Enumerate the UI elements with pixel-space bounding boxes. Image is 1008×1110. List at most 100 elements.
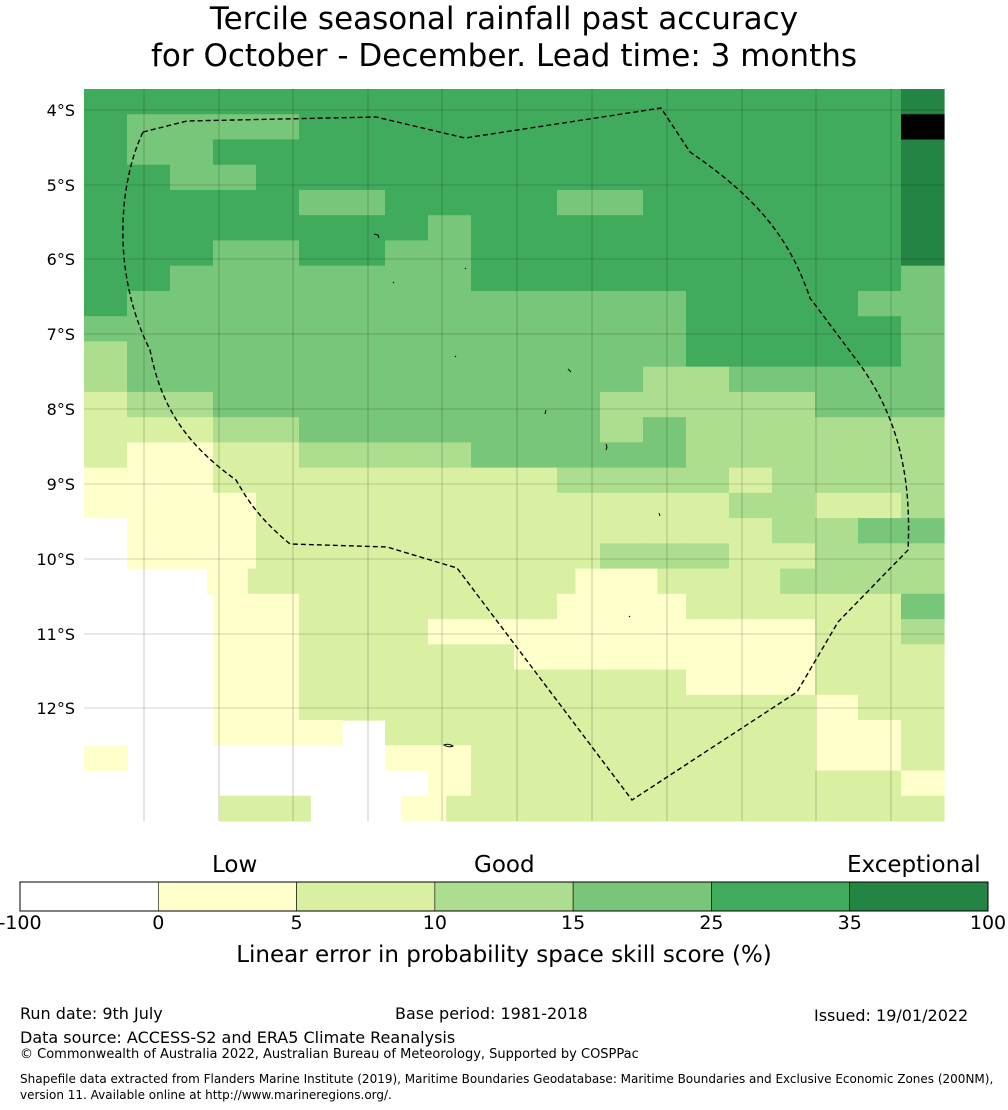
grid-cell [471,644,515,671]
chart-title-line1: Tercile seasonal rainfall past accuracy [209,1,799,37]
grid-cell [581,795,628,822]
lon-label: 174°E [195,829,244,830]
grid-cell [557,240,601,267]
grid-cell [170,164,214,191]
grid-cell [686,290,730,317]
grid-cell [815,518,859,544]
grid-cell [471,290,515,317]
lon-label: 176°E [344,829,393,830]
grid-cell [170,114,214,141]
grid-cell [471,89,515,115]
lon-label: 177°W [864,829,919,830]
grid-cell [858,492,902,519]
grid-cell [686,770,730,797]
grid-cell [686,593,730,620]
legend-low: Low [212,852,258,878]
colorbar-tick: 0 [152,912,165,934]
grid-cell [557,164,601,191]
grid-cell [342,89,386,115]
base-period: Base period: 1981-2018 [395,1004,588,1023]
grid-cell [127,543,171,570]
grid-cell [729,290,773,317]
grid-cell [600,189,644,216]
grid-cell [600,215,644,242]
grid-cell [213,669,257,696]
grid-cell [815,745,859,772]
grid-cell [213,89,257,115]
grid-cell [557,492,601,519]
grid-cell [557,593,601,620]
grid-cell [853,795,900,822]
grid-cell [428,442,472,469]
grid-cell [815,139,859,166]
grid-cell [772,240,816,267]
colorbar-tick: 5 [290,912,303,934]
longitude-labels: 173°E 174°E 175°E 176°E 177°E 178°E 179°E 180° 1… [120,829,919,830]
grid-cell [600,114,644,141]
legend-good: Good [474,852,535,878]
grid-cell [385,265,429,292]
grid-cell [717,795,764,822]
grid-cell [213,619,257,645]
colorbar-segment [711,881,851,912]
grid-cell [342,366,386,393]
grid-cell [858,644,902,671]
grid-cell [898,795,945,822]
grid-cell [557,644,601,671]
grid-cell [385,417,429,443]
grid-cell [127,518,171,544]
grid-cell [901,164,945,191]
grid-cell [170,290,214,317]
grid-cell [557,114,601,141]
grid-cell [686,189,730,216]
grid-cell [762,795,809,822]
grid-cell [299,467,343,494]
grid-cell [256,442,300,469]
grid-cell [901,265,945,292]
grid-cell [385,720,429,746]
grid-cell [299,518,343,544]
grid-cell [772,619,816,645]
grid-cell [514,164,558,191]
grid-cell [127,290,171,317]
grid-cell [858,316,902,343]
grid-cell [299,290,343,317]
colorbar-tick: 100 [969,912,1007,934]
grid-cell [815,164,859,191]
grid-cell [342,694,386,721]
grid-cell [643,391,687,418]
grid-cell [729,341,773,368]
grid-cell [299,240,343,267]
grid-cell [299,619,343,645]
grid-cell [815,467,859,494]
colorbar-tick: 10 [422,912,447,934]
grid-cell [780,568,822,595]
grid-cell [643,215,687,242]
grid-cell [858,694,902,721]
grid-cell [84,492,128,519]
grid-cell [643,290,687,317]
grid-cell [643,89,687,115]
grid-cell [514,341,558,368]
grid-cell [385,341,429,368]
grid-cell [536,795,583,822]
grid-cell [299,442,343,469]
grid-cell [265,795,311,822]
grid-cell [84,745,128,772]
grid-cell [600,89,644,115]
grid-cell [370,568,413,595]
grid-cell [385,391,429,418]
shapefile-credit-1: Shapefile data extracted from Flanders M… [20,1072,994,1086]
grid-cell [385,366,429,393]
grid-cell [428,89,472,115]
grid-cell [557,265,601,292]
grid-cell [213,492,257,519]
grid-cell [643,265,687,292]
grid-cell [299,189,343,216]
grid-cell [729,442,773,469]
grid-cell [643,770,687,797]
grid-cell [170,341,214,368]
grid-cell [729,139,773,166]
grid-cell [514,290,558,317]
grid-cell [428,366,472,393]
